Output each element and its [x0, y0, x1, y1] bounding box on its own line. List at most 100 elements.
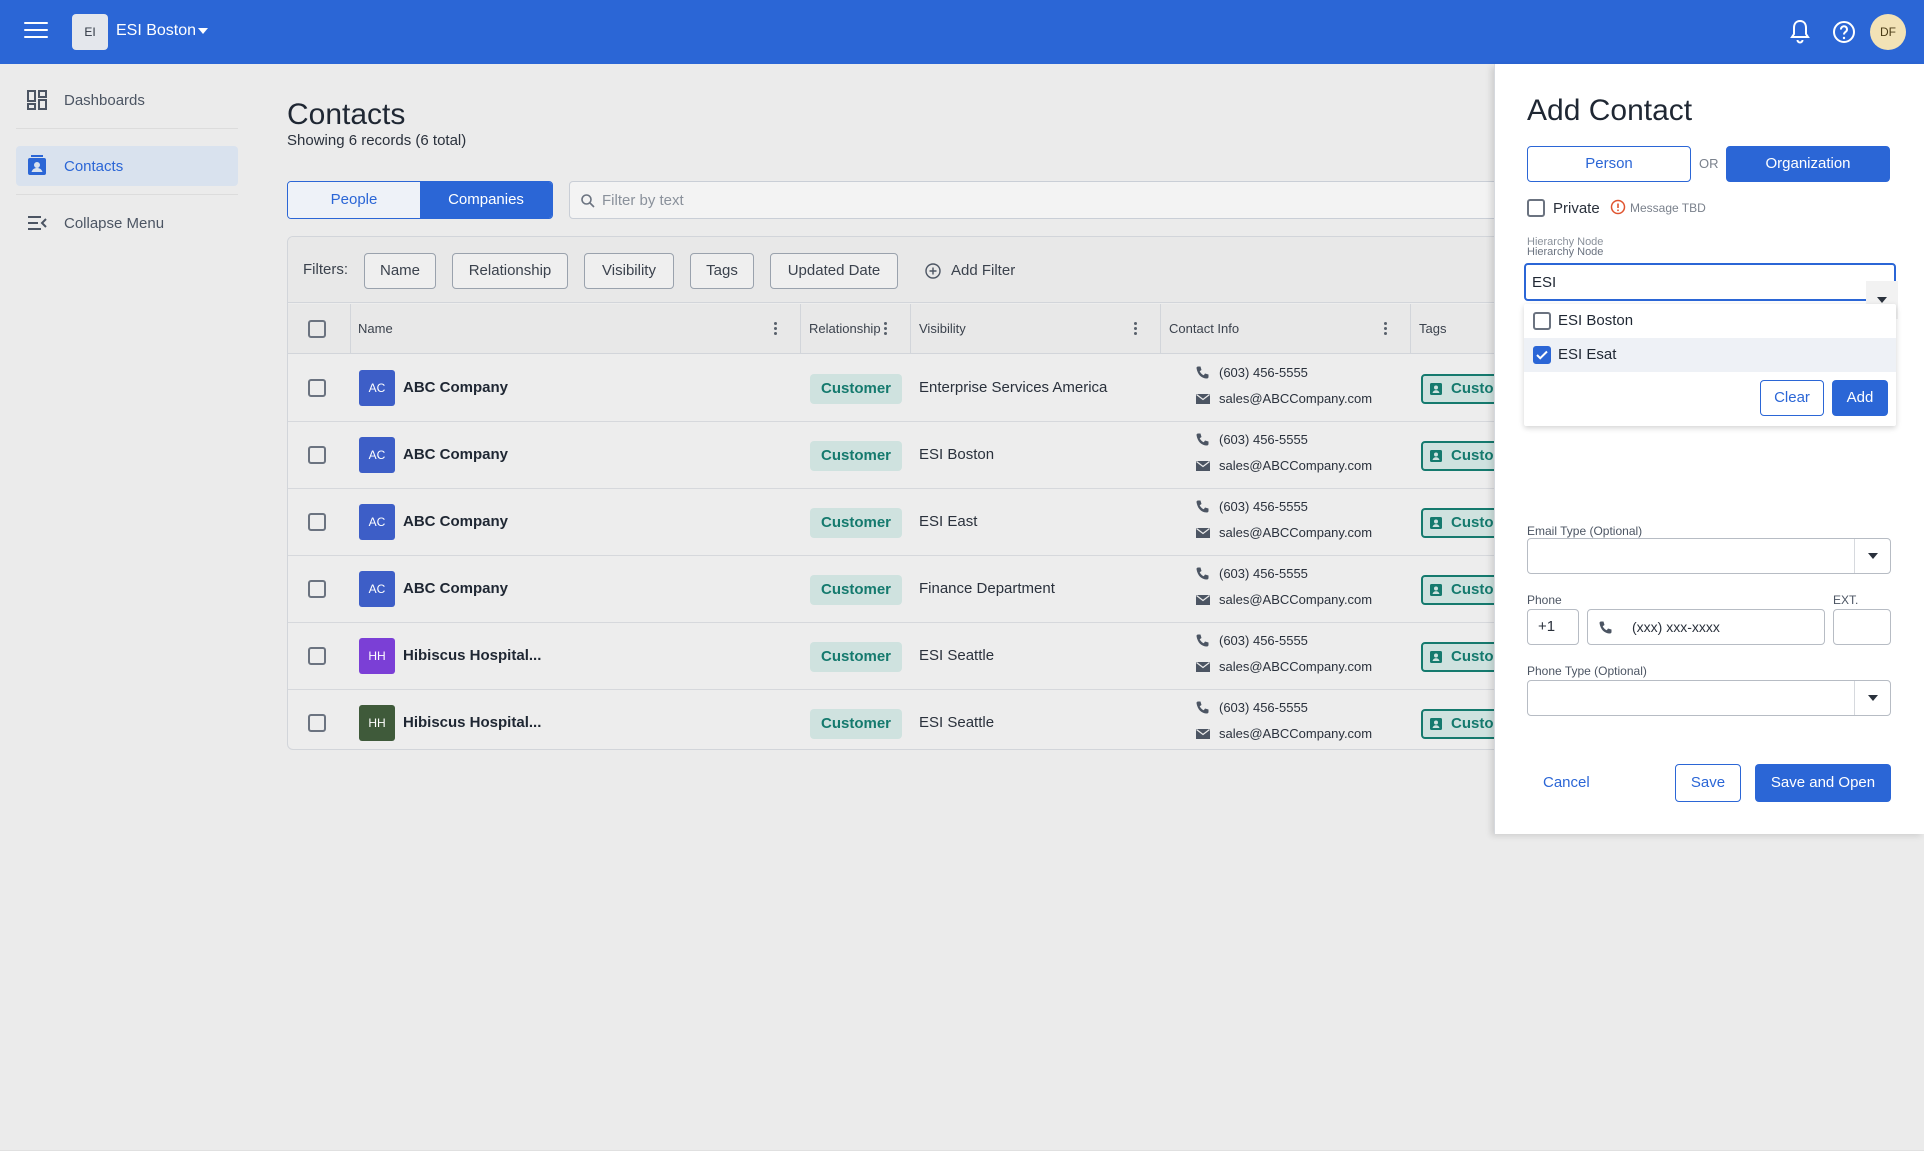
relationship-badge: Customer [810, 642, 903, 672]
table-header: Name Relationship Visibility Contact Inf… [288, 304, 1526, 354]
tab-companies[interactable]: Companies [420, 182, 552, 218]
add-filter-label: Add Filter [951, 262, 1016, 279]
user-avatar[interactable]: DF [1870, 14, 1906, 50]
cancel-button[interactable]: Cancel [1543, 774, 1590, 791]
tag-text: Custom [1451, 380, 1507, 397]
column-menu-icon[interactable] [1134, 322, 1138, 336]
menu-icon[interactable] [24, 22, 48, 42]
column-menu-icon[interactable] [1384, 322, 1388, 336]
phone-icon [1196, 366, 1209, 379]
company-name[interactable]: ABC Company [403, 379, 509, 396]
page-title: Contacts [287, 98, 406, 131]
private-label: Private [1553, 200, 1600, 217]
person-button[interactable]: Person [1527, 146, 1691, 182]
email-type-select[interactable] [1527, 538, 1891, 574]
phone-icon [1196, 634, 1209, 647]
check-icon [1536, 350, 1548, 360]
phone-number-input[interactable] [1632, 610, 1812, 644]
phone-number-field [1587, 609, 1825, 645]
company-name[interactable]: ABC Company [403, 446, 509, 463]
option-checkbox[interactable] [1533, 312, 1551, 330]
option-checkbox[interactable] [1533, 346, 1551, 364]
chevron-down-icon[interactable] [1854, 539, 1890, 573]
email-type-label: Email Type (Optional) [1527, 524, 1643, 538]
table-row[interactable]: AC ABC Company Customer Enterprise Services… [288, 355, 1526, 422]
visibility-text: Enterprise Services America [919, 379, 1108, 396]
row-checkbox[interactable] [308, 513, 326, 531]
row-checkbox[interactable] [308, 647, 326, 665]
save-and-open-button[interactable]: Save and Open [1755, 764, 1891, 802]
search-input[interactable] [602, 182, 1482, 218]
contact-card-icon [1430, 517, 1442, 529]
contact-email: sales@ABCCompany.com [1195, 458, 1372, 473]
row-checkbox[interactable] [308, 446, 326, 464]
row-checkbox[interactable] [308, 379, 326, 397]
sidebar-item-contacts[interactable]: Contacts [16, 146, 238, 186]
table-row[interactable]: HH Hibiscus Hospital... Customer ESI Seattl… [288, 623, 1526, 690]
email-icon [1196, 394, 1210, 404]
chevron-down-icon[interactable] [1854, 681, 1890, 715]
company-name[interactable]: ABC Company [403, 580, 509, 597]
filter-chip-visibility[interactable]: Visibility [584, 253, 674, 289]
sidebar-item-dashboards[interactable]: Dashboards [16, 80, 238, 120]
clear-button[interactable]: Clear [1760, 380, 1824, 416]
table-row[interactable]: AC ABC Company Customer ESI East (603) 456-5… [288, 489, 1526, 556]
column-header-visibility[interactable]: Visibility [919, 321, 966, 336]
search-box [569, 181, 1499, 219]
column-menu-icon[interactable] [884, 322, 888, 336]
table-row[interactable]: HH Hibiscus Hospital... Customer ESI Seattl… [288, 690, 1526, 749]
hierarchy-node-field [1524, 263, 1896, 301]
save-button[interactable]: Save [1675, 764, 1741, 802]
column-header-tags[interactable]: Tags [1419, 321, 1447, 336]
column-header-relationship[interactable]: Relationship [809, 321, 881, 336]
dropdown-option-esi-esat[interactable]: ESI Esat [1524, 338, 1896, 372]
sidebar-item-collapse-menu[interactable]: Collapse Menu [16, 203, 238, 243]
hierarchy-label-ghost: Hierarchy Node [1527, 236, 1604, 248]
private-checkbox[interactable] [1527, 199, 1545, 217]
hierarchy-node-input[interactable] [1532, 265, 1832, 299]
company-avatar: AC [359, 504, 395, 540]
email-icon [1196, 595, 1210, 605]
contact-phone: (603) 456-5555 [1195, 700, 1308, 715]
phone-type-select[interactable] [1527, 680, 1891, 716]
phone-text: (603) 456-5555 [1219, 633, 1308, 648]
row-checkbox[interactable] [308, 714, 326, 732]
organization-button[interactable]: Organization [1726, 146, 1890, 182]
filter-chip-name[interactable]: Name [364, 253, 436, 289]
email-text: sales@ABCCompany.com [1219, 659, 1373, 674]
add-button[interactable]: Add [1832, 380, 1888, 416]
column-header-contact-info[interactable]: Contact Info [1169, 321, 1240, 336]
email-text: sales@ABCCompany.com [1219, 525, 1373, 540]
tag-text: Custom [1451, 648, 1507, 665]
dropdown-option-esi-boston[interactable]: ESI Boston [1524, 304, 1896, 338]
email-text: sales@ABCCompany.com [1219, 726, 1373, 741]
message-tbd: Message TBD [1630, 201, 1706, 215]
drawer-title: Add Contact [1527, 94, 1693, 127]
company-name[interactable]: Hibiscus Hospital... [403, 714, 542, 731]
chevron-down-icon[interactable] [198, 28, 208, 34]
company-name[interactable]: ABC Company [403, 513, 509, 530]
org-switcher[interactable]: ESI Boston [116, 22, 197, 39]
bell-icon[interactable] [1788, 18, 1812, 46]
filter-chip-tags[interactable]: Tags [690, 253, 754, 289]
sidebar-item-label: Dashboards [64, 91, 145, 109]
sidebar-item-label: Contacts [64, 157, 124, 175]
column-header-name[interactable]: Name [358, 321, 393, 336]
email-text: sales@ABCCompany.com [1219, 592, 1373, 607]
tab-people[interactable]: People [288, 182, 420, 218]
tag-text: Custom [1451, 514, 1507, 531]
ext-input[interactable] [1833, 609, 1891, 645]
filter-chip-updated-date[interactable]: Updated Date [770, 253, 898, 289]
country-code-field[interactable]: +1 [1527, 609, 1579, 645]
row-checkbox[interactable] [308, 580, 326, 598]
phone-icon [1599, 621, 1612, 634]
company-name[interactable]: Hibiscus Hospital... [403, 647, 542, 664]
filter-chip-relationship[interactable]: Relationship [452, 253, 568, 289]
phone-text: (603) 456-5555 [1219, 432, 1308, 447]
column-menu-icon[interactable] [774, 322, 778, 336]
add-filter-button[interactable]: Add Filter [925, 253, 1015, 289]
select-all-checkbox[interactable] [308, 320, 326, 338]
help-icon[interactable] [1832, 20, 1856, 44]
table-row[interactable]: AC ABC Company Customer ESI Boston (603) 456… [288, 422, 1526, 489]
table-row[interactable]: AC ABC Company Customer Finance Department (… [288, 556, 1526, 623]
